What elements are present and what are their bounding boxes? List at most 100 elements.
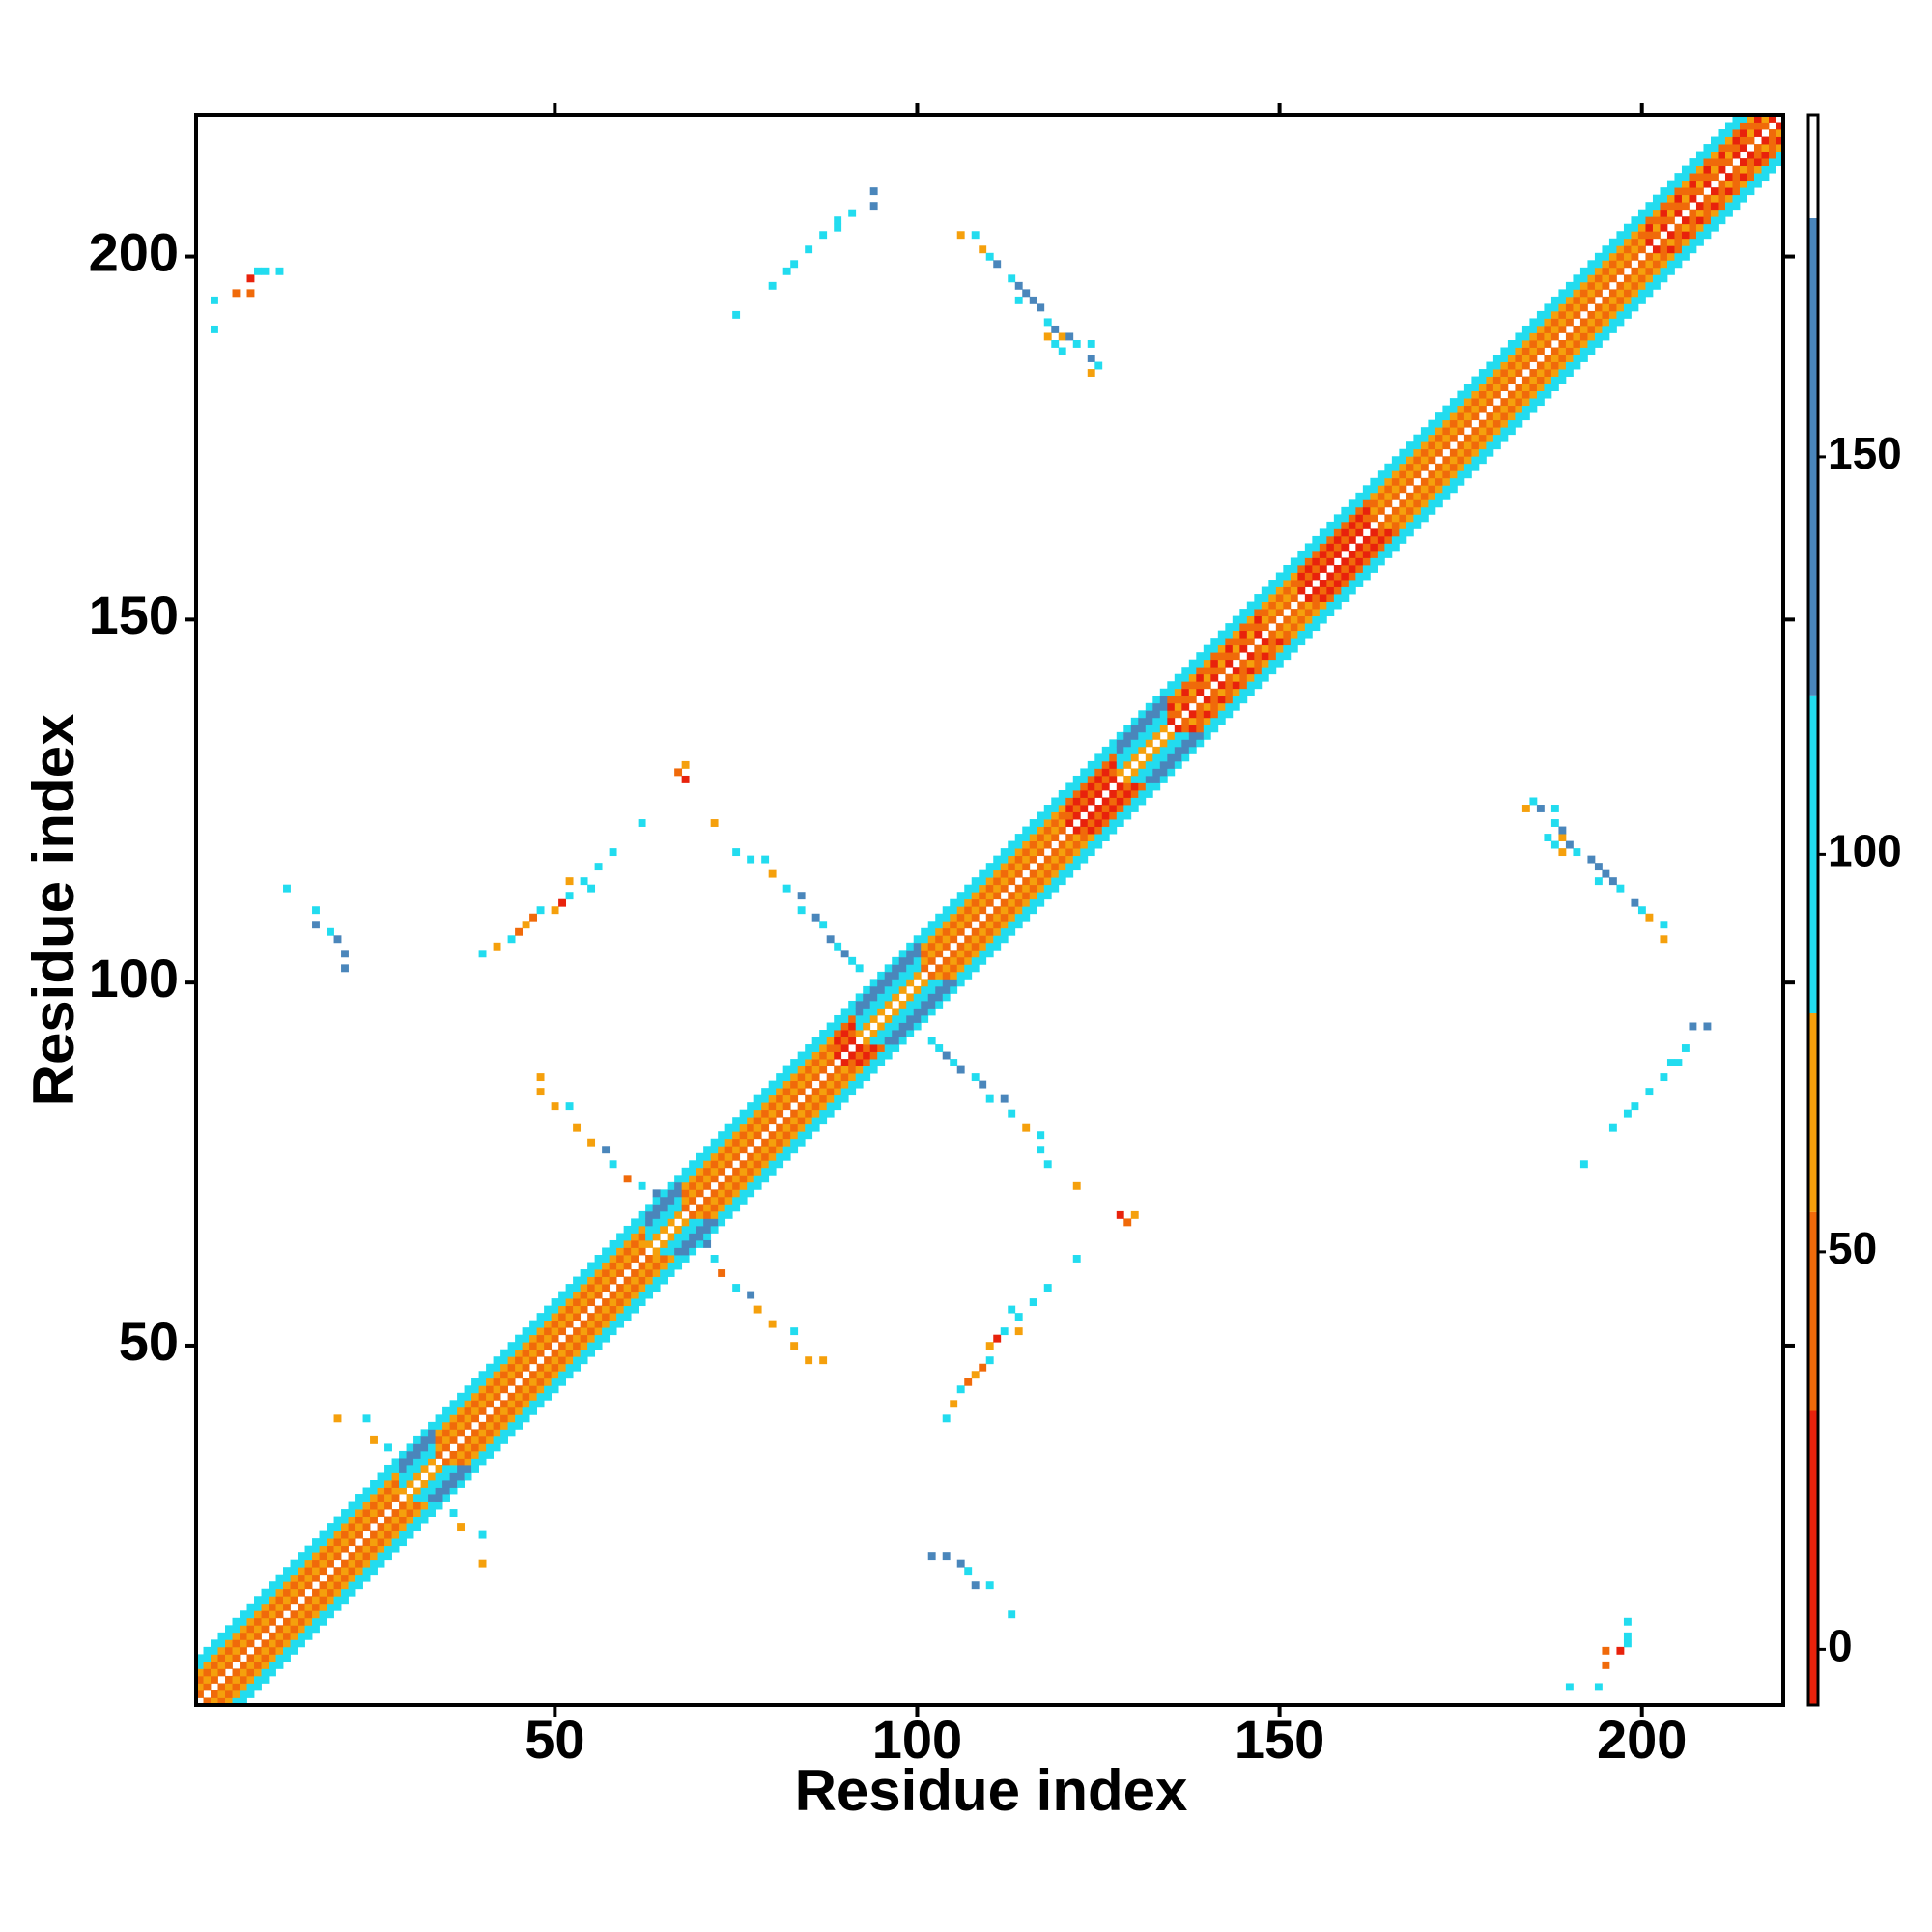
x-tick-label: 50: [525, 1709, 584, 1770]
cell: [435, 1472, 443, 1481]
cell: [406, 1509, 414, 1517]
cell: [1188, 681, 1197, 690]
cell: [950, 898, 958, 907]
cell: [638, 1210, 646, 1219]
cell: [580, 1342, 588, 1350]
cell: [631, 1298, 639, 1307]
cell: [884, 1022, 893, 1031]
cell: [1500, 384, 1509, 392]
cell: [1660, 238, 1668, 246]
cell: [1550, 318, 1559, 327]
cell: [217, 1646, 226, 1655]
cell: [652, 1225, 661, 1234]
cell: [420, 1516, 429, 1524]
cell: [718, 1269, 726, 1277]
cell: [602, 1305, 611, 1314]
cell: [573, 1349, 582, 1357]
cell: [1457, 419, 1465, 428]
cell: [1776, 158, 1784, 167]
cell: [1544, 834, 1552, 841]
cell: [979, 921, 987, 929]
cell: [1471, 441, 1480, 450]
cell: [587, 1284, 596, 1292]
cell: [1732, 187, 1741, 196]
cell: [1094, 789, 1103, 798]
cell: [616, 1262, 625, 1270]
cell: [413, 1450, 421, 1459]
cell: [457, 1523, 465, 1532]
cell: [1602, 267, 1610, 275]
cell: [428, 1501, 436, 1510]
cell: [1254, 623, 1263, 632]
cell: [826, 1094, 835, 1103]
cell: [652, 1269, 661, 1277]
cell: [1058, 811, 1066, 820]
cell: [428, 1421, 436, 1430]
cell: [950, 1059, 958, 1066]
cell: [449, 1414, 458, 1423]
cell: [1348, 586, 1356, 595]
cell: [863, 1051, 871, 1060]
cell: [1652, 202, 1661, 211]
cell: [768, 1131, 777, 1140]
cell: [906, 942, 915, 951]
cell: [681, 1233, 690, 1241]
cell: [724, 1210, 733, 1219]
cell: [935, 993, 944, 1002]
cell: [428, 1487, 436, 1495]
cell: [1463, 434, 1472, 442]
cell: [848, 1051, 857, 1060]
cell: [993, 913, 1002, 922]
cell: [1645, 913, 1654, 922]
cell: [1304, 564, 1313, 573]
cell: [681, 760, 690, 769]
cell: [225, 1654, 233, 1662]
cell: [1478, 456, 1487, 465]
cell: [1326, 550, 1335, 558]
cell: [1312, 623, 1321, 632]
cell: [1109, 819, 1118, 827]
cell: [696, 1225, 704, 1234]
cell: [1384, 543, 1393, 552]
cell: [718, 1204, 726, 1212]
cell: [1203, 659, 1211, 668]
cell: [645, 1210, 654, 1219]
cell: [616, 1269, 625, 1277]
cell: [442, 1443, 450, 1452]
cell: [1463, 470, 1472, 479]
cell: [1217, 659, 1226, 668]
cell: [1246, 673, 1255, 682]
cell: [1500, 405, 1509, 413]
cell: [1319, 609, 1327, 617]
cell: [1753, 165, 1762, 174]
cell: [782, 1102, 791, 1111]
cell: [464, 1414, 472, 1423]
cell: [927, 1037, 936, 1045]
cell: [261, 1603, 270, 1611]
cell: [805, 1109, 813, 1118]
cell: [1225, 710, 1234, 719]
cell: [1507, 369, 1516, 377]
cell: [1579, 274, 1588, 283]
cell: [790, 1080, 799, 1089]
cell: [1203, 717, 1211, 725]
cell: [739, 1138, 748, 1147]
cell: [681, 1239, 690, 1248]
cell: [1370, 564, 1378, 573]
cell: [1608, 318, 1617, 327]
cell: [616, 1313, 625, 1321]
cell: [1275, 572, 1284, 581]
cell: [1145, 775, 1153, 783]
cell: [993, 927, 1002, 936]
cell: [1188, 673, 1197, 682]
cell: [1065, 789, 1074, 798]
cell: [211, 1675, 218, 1684]
cell: [1319, 615, 1327, 624]
cell: [391, 1472, 400, 1481]
cell: [1442, 485, 1451, 494]
cell: [950, 964, 958, 973]
cell: [1492, 405, 1501, 413]
cell: [486, 1392, 494, 1401]
cell: [1283, 580, 1292, 587]
cell: [776, 1088, 784, 1096]
